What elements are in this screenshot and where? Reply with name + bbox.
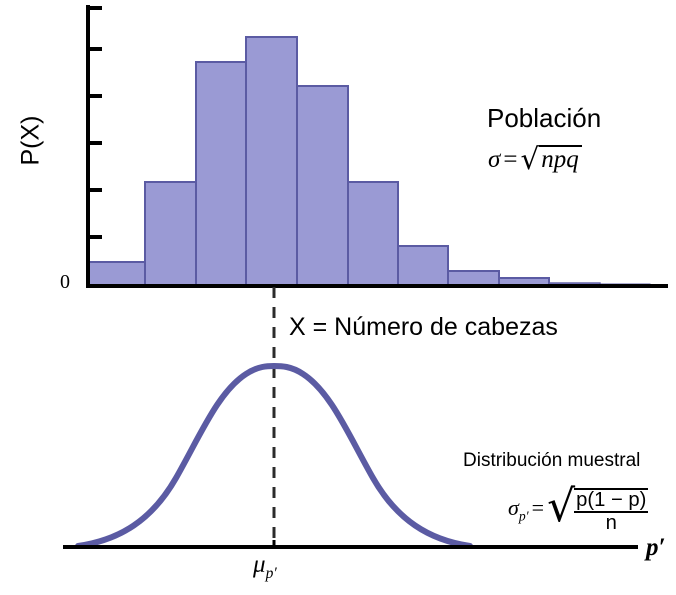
origin-label: 0: [60, 271, 70, 293]
histogram-bar-8: [498, 277, 550, 286]
bottom-x-axis-label: p′: [646, 534, 666, 561]
equals-sign: =: [503, 146, 518, 173]
histogram-bar-2: [195, 61, 247, 286]
fraction-p1p-over-n: p(1 − p) n: [574, 487, 649, 535]
sqrt-icon: √: [520, 142, 540, 176]
mean-label: μp′: [253, 552, 277, 582]
sampling-annotation-title: Distribución muestral: [463, 450, 641, 471]
sigma-subscript: p′: [518, 508, 529, 524]
sampling-distribution-curve: [75, 362, 473, 549]
sigma-symbol: σ: [488, 146, 501, 173]
x-axis-caption: X = Número de cabezas: [289, 313, 558, 341]
y-axis-label: P(X): [16, 115, 45, 166]
mu-subscript: p′: [265, 565, 277, 582]
sampling-formula: σp′ =√ p(1 − p) n: [508, 479, 649, 535]
equals-sign-sampling: =: [531, 495, 545, 520]
fraction-numerator: p(1 − p): [576, 488, 647, 511]
sigma-symbol-sampling: σ: [508, 495, 519, 520]
bottom-panel-axis: [63, 540, 638, 549]
histogram-bar-1: [144, 181, 197, 286]
top-panel-axes: [86, 5, 668, 288]
histogram-bar-5: [347, 181, 399, 286]
radicand-npq: npq: [539, 145, 582, 172]
population-annotation-title: Población: [487, 103, 602, 133]
sqrt-icon-sampling: √: [547, 481, 576, 532]
population-formula: σ = √npq: [488, 142, 582, 176]
mu-symbol: μ: [253, 551, 266, 578]
histogram-bars: [87, 36, 651, 286]
histogram-bar-6: [397, 245, 449, 286]
histogram-bar-0: [87, 261, 146, 286]
histogram-bar-7: [447, 270, 500, 286]
histogram-bar-4: [296, 85, 349, 286]
fraction-denominator: n: [574, 511, 649, 534]
histogram-bar-3: [245, 36, 298, 286]
